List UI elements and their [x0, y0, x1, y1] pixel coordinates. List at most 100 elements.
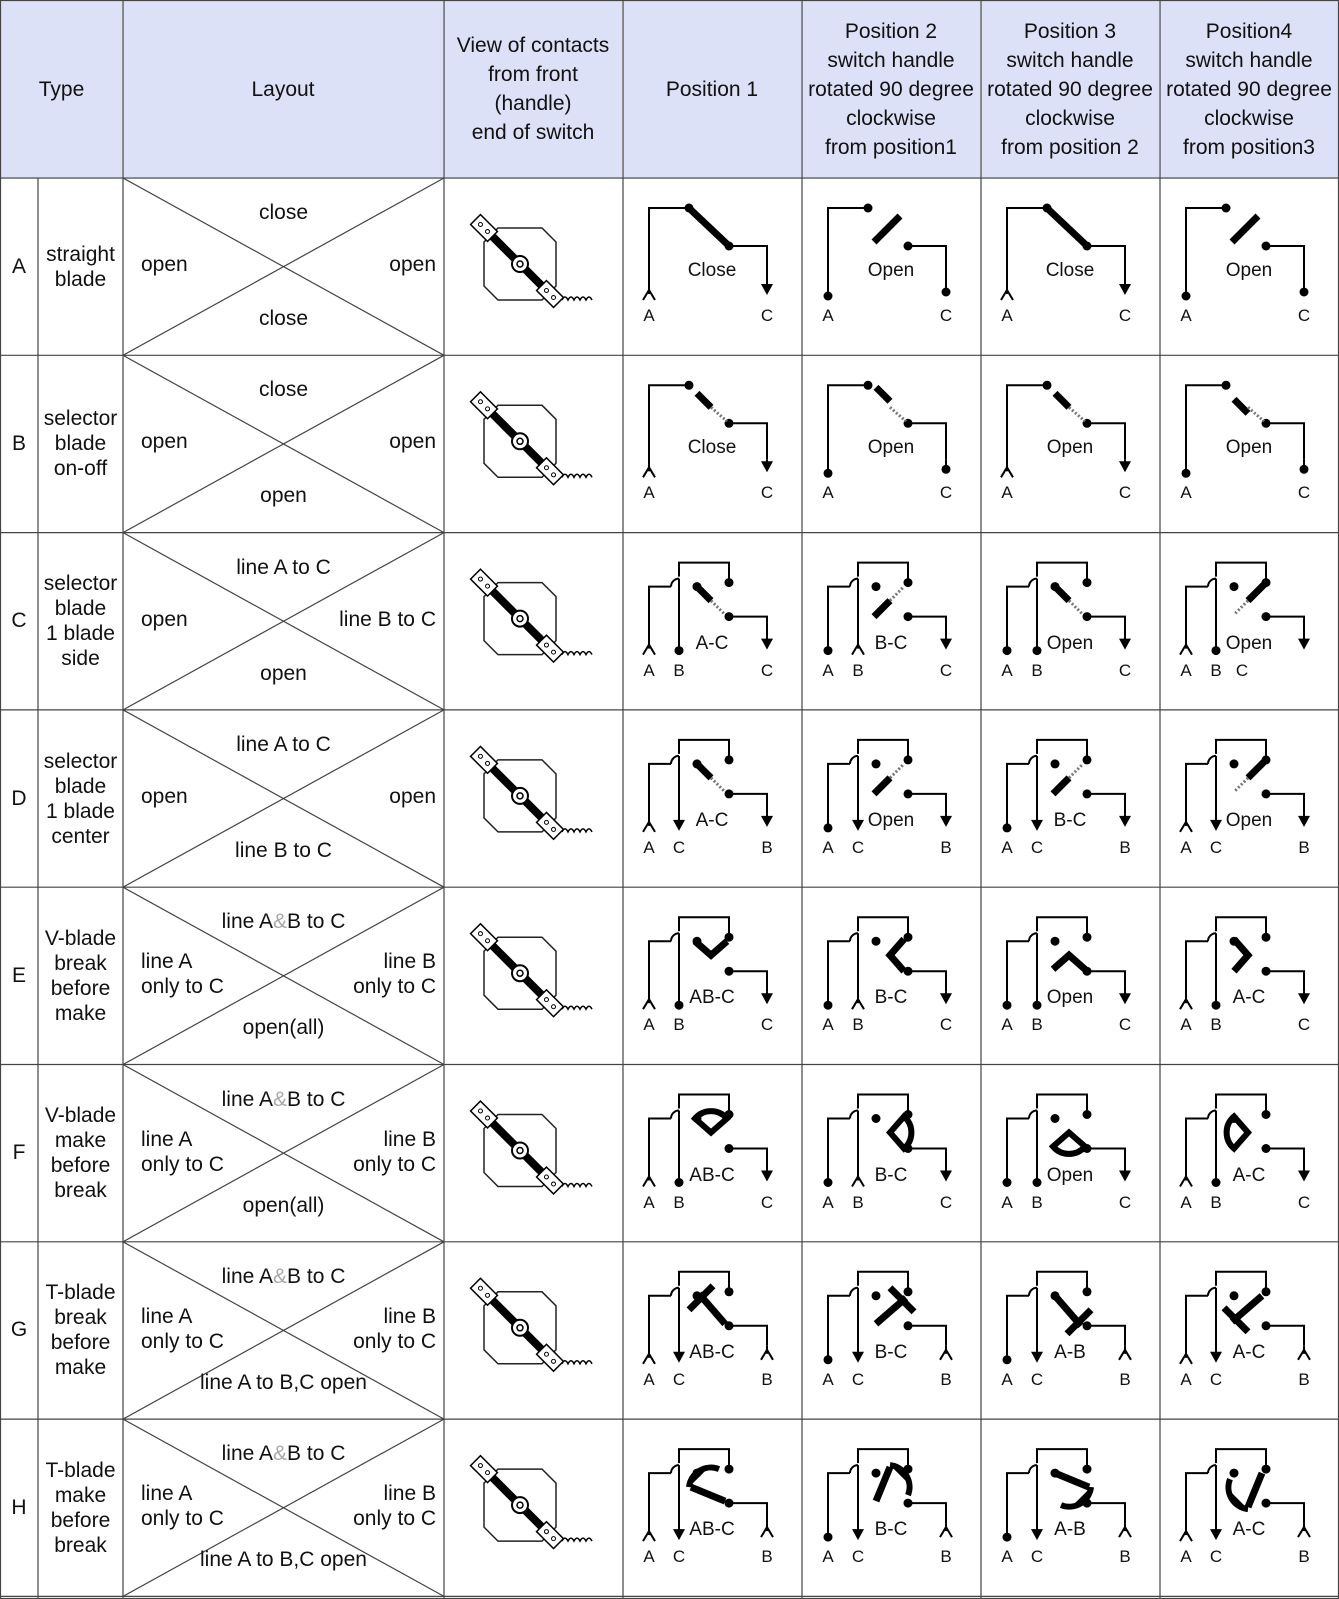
row-letter: C — [11, 609, 27, 633]
terminal-label: C — [1030, 1547, 1044, 1567]
terminal-label: B — [852, 1015, 864, 1035]
switch-schematic — [1179, 916, 1310, 1010]
terminal-label: C — [672, 1547, 686, 1567]
terminal-label: A — [643, 306, 655, 325]
layout-left-label: open — [141, 784, 188, 808]
type-name: straight blade — [46, 242, 115, 291]
terminal-label: A — [822, 483, 834, 503]
switch-schematic — [823, 1448, 953, 1542]
terminal-label: A — [822, 1015, 834, 1035]
terminal-label: B — [761, 1547, 773, 1567]
terminal-label: C — [1030, 837, 1044, 857]
switch-schematic — [1002, 916, 1131, 1010]
terminal-label: C — [760, 1192, 774, 1212]
terminal-label: A — [1180, 483, 1192, 503]
terminal-label: C — [1235, 660, 1249, 680]
terminal-label: A — [643, 483, 655, 503]
state-label: B-C — [874, 1519, 908, 1541]
switch-schematic — [642, 1270, 774, 1365]
layout-top-part: line A — [221, 910, 273, 934]
header-position-4: Position4 switch handle rotated 90 degre… — [1160, 1, 1338, 177]
layout-top-label: line A&B to C — [123, 1441, 444, 1466]
switch-schematic — [642, 561, 773, 656]
layout-top-part: B to C — [287, 910, 346, 934]
terminal-label: B — [940, 1369, 952, 1389]
type-name: V-blade break before make — [44, 926, 117, 1025]
type-name: V-blade make before break — [44, 1104, 117, 1203]
row-letter: B — [11, 431, 26, 455]
layout-top-label: line A&B to C — [123, 909, 444, 934]
layout-cross-line — [122, 532, 445, 711]
type-name: selector blade 1 blade center — [43, 749, 118, 848]
terminal-label: C — [851, 1369, 865, 1389]
terminal-label: B — [1119, 837, 1131, 857]
terminal-label: A — [643, 660, 655, 680]
layout-cross-line — [122, 1418, 445, 1597]
terminal-label: B — [1298, 837, 1310, 857]
terminal-label: A — [1001, 483, 1013, 503]
layout-cross-line — [122, 886, 445, 1066]
state-label: AB-C — [689, 1519, 735, 1541]
state-label: Open — [867, 437, 915, 459]
layout-right-label: line B to C — [339, 607, 436, 631]
layout-cross-line — [122, 1241, 445, 1420]
terminal-label: B — [852, 660, 864, 680]
front-view-icon — [469, 1454, 593, 1550]
terminal-label: A — [1180, 1369, 1192, 1389]
terminal-label: B — [940, 837, 952, 857]
terminal-label: C — [1118, 1192, 1132, 1212]
terminal-label: A — [822, 1547, 834, 1567]
row-letter: E — [11, 963, 26, 987]
header-position-3: Position 3 switch handle rotated 90 degr… — [981, 1, 1159, 177]
terminal-label: B — [673, 1015, 685, 1035]
layout-right-label: line B only to C — [353, 1482, 436, 1531]
switch-schematic — [823, 916, 952, 1010]
switch-schematic — [642, 916, 773, 1010]
terminal-label: A — [643, 1015, 655, 1035]
switch-schematic — [823, 561, 952, 656]
layout-right-label: open — [389, 784, 436, 808]
terminal-label: C — [1118, 1015, 1132, 1035]
terminal-label: B — [1210, 1015, 1222, 1035]
terminal-label: C — [851, 837, 865, 857]
terminal-label: C — [1297, 483, 1311, 503]
terminal-label: B — [940, 1547, 952, 1567]
layout-bottom-label: line A to B,C open — [200, 1548, 367, 1572]
ampersand: & — [273, 1087, 288, 1111]
terminal-label: B — [761, 837, 773, 857]
layout-bottom-label: open — [260, 661, 307, 685]
state-label: Open — [1225, 437, 1273, 459]
layout-top-part: B to C — [287, 1264, 346, 1288]
state-label: AB-C — [689, 987, 735, 1009]
state-label: B-C — [874, 987, 908, 1009]
layout-top-label: line A to C — [236, 732, 331, 756]
state-label: Open — [1046, 632, 1094, 654]
type-name: T-blade break before make — [45, 1281, 116, 1380]
switch-schematic — [823, 203, 951, 301]
layout-right-label: open — [389, 253, 436, 276]
switch-schematic — [642, 203, 773, 301]
state-label: Open — [1225, 809, 1273, 831]
state-label: A-C — [1232, 987, 1266, 1009]
type-name: selector blade 1 blade side — [43, 572, 118, 671]
state-label: B-C — [874, 1164, 908, 1186]
terminal-label: A — [1180, 1015, 1192, 1035]
front-view-icon — [469, 745, 593, 841]
state-label: A-C — [1232, 1164, 1266, 1186]
layout-top-part: line A — [221, 1264, 273, 1288]
layout-bottom-label: open — [260, 484, 307, 508]
switch-schematic — [1002, 1270, 1132, 1365]
switch-schematic — [642, 1448, 774, 1542]
layout-top-part: line A — [221, 1087, 273, 1111]
switch-schematic — [823, 738, 952, 833]
state-label: AB-C — [689, 1164, 735, 1186]
state-label: A-C — [695, 809, 729, 831]
layout-top-part: B to C — [287, 1087, 346, 1111]
front-view-icon — [469, 922, 593, 1018]
terminal-label: B — [1298, 1369, 1310, 1389]
switch-schematic — [642, 738, 773, 833]
switch-schematic — [642, 380, 773, 478]
type-name: T-blade make before break — [45, 1458, 116, 1557]
switch-schematic — [823, 380, 951, 478]
